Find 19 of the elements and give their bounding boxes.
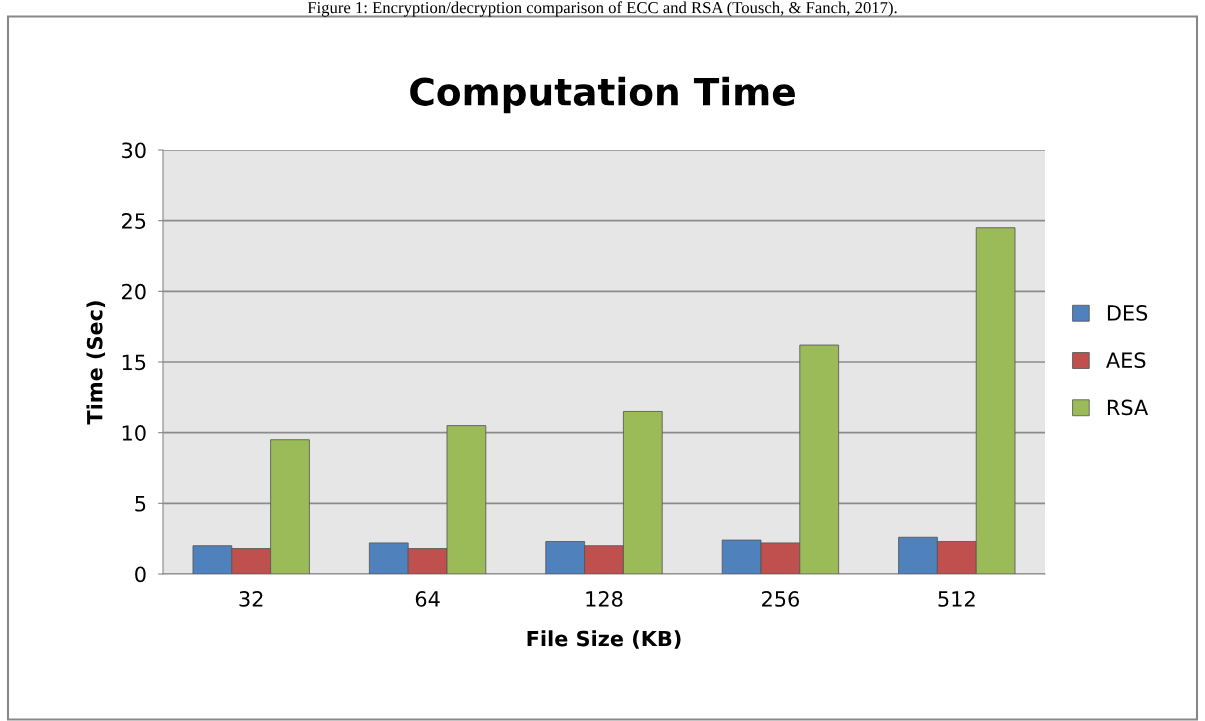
y-tick-label: 5 <box>135 496 146 512</box>
x-tick-label: 512 <box>938 591 975 607</box>
x-tick-label: 256 <box>762 591 799 607</box>
y-tick-label: 30 <box>122 142 146 159</box>
y-tick-label: 15 <box>122 354 146 371</box>
x-tick-label: 128 <box>586 591 623 607</box>
legend-label: RSA <box>1107 399 1149 416</box>
x-tick-label: 32 <box>239 591 263 607</box>
legend-label: AES <box>1106 352 1146 369</box>
caption: Figure 1: Encryption/decryption comparison of ECC and RSA (Tousch, & Fanch, 2017). <box>307 1 897 17</box>
x-tick-label: 64 <box>415 591 440 607</box>
y-tick-label: 10 <box>122 425 146 441</box>
y-tick-label: 25 <box>122 213 146 229</box>
y-axis-title: Time (Sec) <box>86 301 106 425</box>
y-tick-label: 0 <box>135 566 146 583</box>
legend-label: DES <box>1107 305 1148 321</box>
y-tick-label: 20 <box>122 283 146 300</box>
x-axis-title: File Size (KB) <box>527 630 681 649</box>
chart-title: Computation Time <box>410 76 795 114</box>
